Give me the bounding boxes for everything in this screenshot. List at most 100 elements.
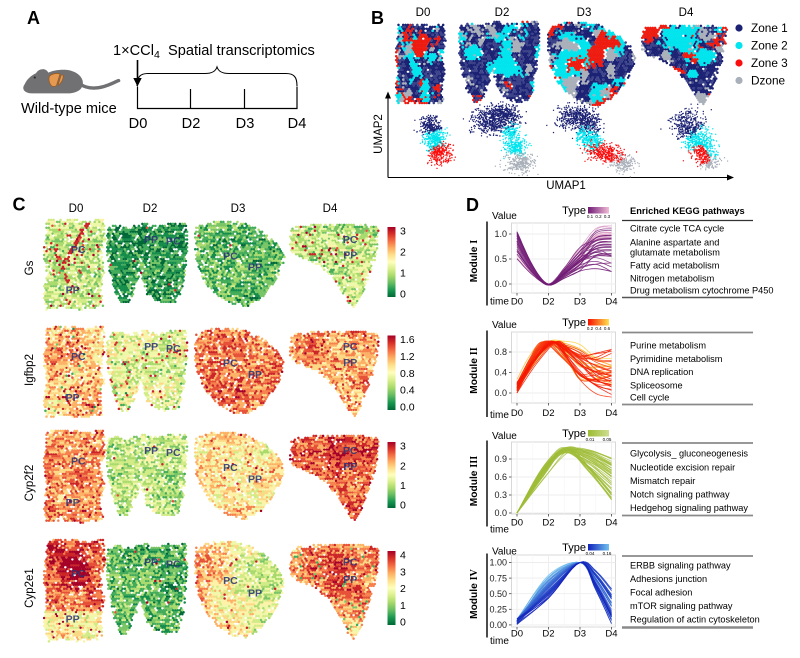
svg-text:PP: PP	[66, 614, 80, 626]
svg-text:PP: PP	[343, 574, 357, 586]
svg-text:0.05: 0.05	[603, 437, 612, 442]
svg-text:0.2: 0.2	[587, 326, 594, 331]
svg-text:D2: D2	[542, 408, 554, 419]
svg-text:D2: D2	[182, 116, 201, 132]
svg-text:0.9: 0.9	[494, 454, 507, 464]
svg-text:Citrate cycle TCA cycle: Citrate cycle TCA cycle	[630, 224, 724, 234]
svg-text:D4: D4	[605, 629, 617, 640]
svg-text:D4: D4	[605, 408, 617, 419]
svg-text:0.0: 0.0	[494, 508, 507, 518]
svg-text:3: 3	[400, 566, 406, 578]
svg-text:0.00: 0.00	[489, 620, 507, 630]
svg-text:time: time	[490, 636, 509, 647]
svg-text:1: 1	[400, 600, 406, 612]
svg-text:0: 0	[400, 617, 406, 629]
svg-text:0.0: 0.0	[494, 279, 507, 289]
svg-text:Hedgehog signaling pathway: Hedgehog signaling pathway	[630, 503, 748, 513]
svg-text:D4: D4	[679, 7, 694, 19]
svg-text:PC: PC	[71, 568, 86, 580]
svg-text:PC: PC	[343, 557, 358, 569]
svg-text:Mismatch repair: Mismatch repair	[630, 476, 695, 486]
svg-text:Cyp2f2: Cyp2f2	[24, 465, 36, 501]
svg-text:PP: PP	[343, 249, 357, 261]
svg-text:PP: PP	[144, 341, 158, 353]
svg-text:PP: PP	[66, 284, 80, 296]
svg-text:0.75: 0.75	[489, 573, 507, 583]
svg-text:1×CCl4: 1×CCl4	[113, 43, 160, 61]
svg-text:PC: PC	[223, 462, 238, 474]
svg-text:Pyrimidine metabolism: Pyrimidine metabolism	[630, 354, 723, 364]
svg-text:Type: Type	[562, 205, 586, 217]
svg-text:Zone 3: Zone 3	[751, 56, 788, 70]
svg-text:0.6: 0.6	[604, 326, 611, 331]
svg-text:DNA replication: DNA replication	[630, 367, 693, 377]
svg-text:PP: PP	[144, 445, 158, 457]
svg-text:1.6: 1.6	[400, 334, 415, 346]
svg-text:PP: PP	[66, 392, 80, 404]
svg-text:Type: Type	[562, 542, 586, 554]
svg-text:4: 4	[400, 550, 406, 562]
svg-text:glutamate metabolism: glutamate metabolism	[630, 248, 720, 258]
svg-text:0.6: 0.6	[494, 472, 507, 482]
svg-text:3: 3	[400, 441, 406, 453]
svg-text:D3: D3	[577, 7, 592, 19]
svg-text:0.2: 0.2	[595, 214, 602, 219]
svg-text:D2: D2	[143, 203, 158, 215]
svg-text:D4: D4	[288, 116, 307, 132]
svg-text:D0: D0	[511, 297, 523, 308]
svg-text:Enriched KEGG pathways: Enriched KEGG pathways	[630, 206, 745, 216]
svg-text:Regulation of actin cytoskelet: Regulation of actin cytoskeleton	[630, 615, 760, 625]
svg-text:Type: Type	[562, 428, 586, 440]
svg-text:D2: D2	[495, 7, 510, 19]
svg-text:PP: PP	[343, 357, 357, 369]
svg-text:PC: PC	[343, 234, 358, 246]
svg-text:PC: PC	[71, 456, 86, 468]
svg-text:Nitrogen metabolism: Nitrogen metabolism	[630, 274, 715, 284]
svg-text:Module IV: Module IV	[469, 568, 480, 618]
svg-text:Zone 2: Zone 2	[751, 39, 788, 53]
svg-text:A: A	[27, 8, 40, 28]
svg-text:ERBB signaling pathway: ERBB signaling pathway	[630, 561, 731, 571]
svg-text:PP: PP	[144, 234, 158, 246]
svg-text:mTOR signaling pathway: mTOR signaling pathway	[630, 601, 733, 611]
svg-text:0.0: 0.0	[400, 402, 415, 414]
svg-text:1: 1	[400, 268, 406, 280]
svg-text:0: 0	[400, 289, 406, 301]
svg-text:D3: D3	[231, 203, 246, 215]
svg-text:C: C	[13, 195, 26, 215]
svg-text:Module I: Module I	[469, 240, 480, 282]
svg-text:1.2: 1.2	[400, 351, 415, 363]
svg-text:Dzone: Dzone	[751, 74, 786, 88]
svg-text:2: 2	[400, 247, 406, 259]
svg-text:0.16: 0.16	[603, 551, 612, 556]
svg-text:D0: D0	[511, 629, 523, 640]
svg-text:Notch signaling pathway: Notch signaling pathway	[630, 490, 730, 500]
svg-text:Spliceosome: Spliceosome	[630, 381, 683, 391]
svg-text:D3: D3	[574, 297, 586, 308]
svg-text:0.0: 0.0	[494, 388, 507, 398]
svg-text:PC: PC	[166, 447, 181, 459]
svg-text:Adhesions junction: Adhesions junction	[630, 574, 707, 584]
svg-text:PC: PC	[223, 250, 238, 262]
svg-text:D3: D3	[574, 629, 586, 640]
svg-text:D4: D4	[323, 203, 338, 215]
svg-text:Glycolysis_ gluconeogenesis: Glycolysis_ gluconeogenesis	[630, 449, 748, 459]
svg-text:Value: Value	[492, 211, 517, 222]
svg-text:PC: PC	[166, 559, 181, 571]
svg-text:D2: D2	[542, 518, 554, 529]
svg-text:time: time	[490, 410, 509, 421]
svg-text:Nucleotide excision repair: Nucleotide excision repair	[630, 463, 735, 473]
svg-text:D0: D0	[416, 7, 431, 19]
svg-text:2: 2	[400, 460, 406, 472]
svg-text:UMAP2: UMAP2	[373, 114, 385, 154]
svg-text:Value: Value	[492, 547, 517, 558]
svg-text:Wild-type mice: Wild-type mice	[21, 101, 117, 117]
svg-text:0.04: 0.04	[586, 551, 595, 556]
svg-text:Drug metabolism cytochrome P4: Drug metabolism cytochrome P450	[630, 286, 774, 296]
svg-text:PP: PP	[144, 557, 158, 569]
svg-text:Gs: Gs	[24, 260, 36, 275]
svg-text:D0: D0	[69, 203, 84, 215]
svg-text:Zone 1: Zone 1	[751, 21, 788, 35]
svg-text:PC: PC	[71, 244, 86, 256]
svg-text:PP: PP	[248, 588, 262, 600]
